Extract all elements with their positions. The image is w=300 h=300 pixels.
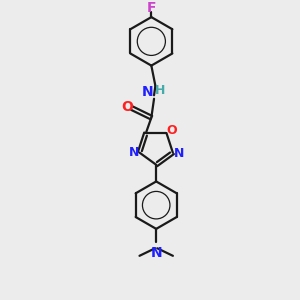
Text: O: O bbox=[121, 100, 133, 114]
Text: N: N bbox=[142, 85, 154, 99]
Text: N: N bbox=[174, 148, 184, 160]
Text: N: N bbox=[128, 146, 139, 159]
Text: F: F bbox=[147, 1, 156, 15]
Text: N: N bbox=[150, 246, 162, 260]
Text: H: H bbox=[155, 84, 165, 97]
Text: O: O bbox=[166, 124, 177, 137]
